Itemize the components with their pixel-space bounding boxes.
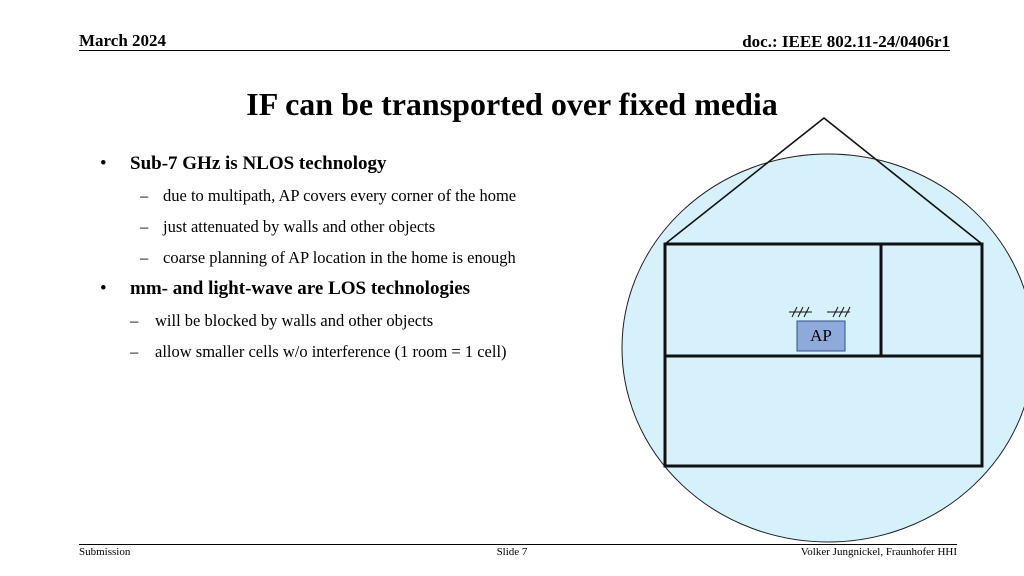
sub-bullet-text: just attenuated by walls and other objec… (163, 217, 436, 236)
antenna-icon (789, 306, 812, 318)
dash-icon: – (130, 311, 139, 330)
ap-box (796, 320, 846, 352)
bullet-list: • Sub-7 GHz is NLOS technology – due to … (100, 150, 620, 369)
dash-icon: – (130, 342, 139, 361)
bullet-text: Sub-7 GHz is NLOS technology (130, 153, 387, 174)
sub-bullet-item: – due to multipath, AP covers every corn… (100, 182, 620, 213)
ap-label: AP (810, 326, 832, 345)
header-date: March 2024 (79, 31, 167, 50)
slide-title: IF can be transported over fixed media (246, 86, 778, 122)
sub-bullet-item: – will be blocked by walls and other obj… (100, 307, 620, 338)
footer-divider (79, 544, 957, 545)
sub-bullet-text: coarse planning of AP location in the ho… (163, 248, 516, 267)
roof-outline (664, 116, 983, 245)
sub-bullet-item: – just attenuated by walls and other obj… (100, 213, 620, 244)
footer-author: Volker Jungnickel, Fraunhofer HHI (800, 546, 957, 558)
header-divider (79, 50, 950, 51)
dash-icon: – (140, 248, 149, 267)
bullet-dot-icon: • (100, 278, 107, 299)
sub-bullet-item: – coarse planning of AP location in the … (100, 244, 620, 275)
header-doc-id: doc.: IEEE 802.11-24/0406r1 (742, 32, 950, 51)
sub-bullet-item: – allow smaller cells w/o interference (… (100, 338, 620, 369)
footer-submission: Submission (79, 546, 131, 558)
sub-bullet-text: due to multipath, AP covers every corner… (163, 186, 517, 205)
bullet-item: • mm- and light-wave are LOS technologie… (100, 275, 620, 307)
footer-slide-number: Slide 7 (496, 546, 528, 558)
dash-icon: – (140, 217, 149, 236)
dash-icon: – (140, 186, 149, 205)
bullet-dot-icon: • (100, 153, 107, 174)
sub-bullet-text: allow smaller cells w/o interference (1 … (155, 342, 507, 361)
bullet-item: • Sub-7 GHz is NLOS technology (100, 150, 620, 182)
antenna-icon (827, 306, 851, 318)
sub-bullet-text: will be blocked by walls and other objec… (155, 311, 434, 330)
bullet-text: mm- and light-wave are LOS technologies (130, 278, 471, 299)
